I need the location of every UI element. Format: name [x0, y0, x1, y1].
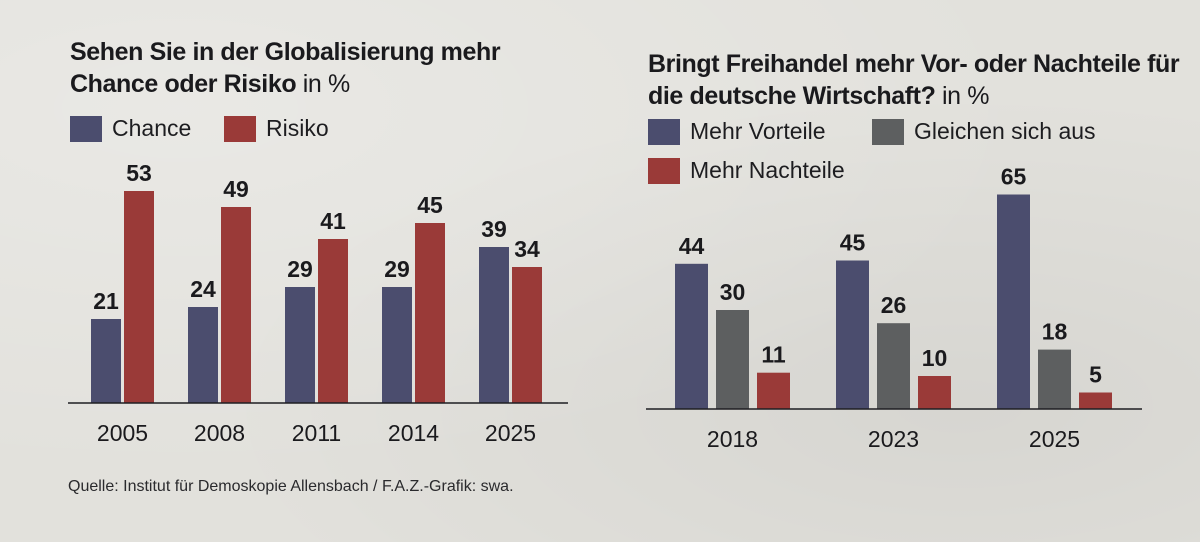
bar-gleichen-sich-aus-2023 [877, 323, 910, 409]
bar-risiko-2014 [415, 223, 445, 403]
bar-gleichen-sich-aus-2025 [1038, 349, 1071, 409]
legend-nachteile-swatch [648, 157, 680, 184]
data-label-risiko-2014: 45 [417, 192, 443, 218]
data-label-risiko-2011: 41 [320, 208, 346, 234]
bar-mehr-vorteile-2025 [997, 194, 1030, 409]
right-bar-chart: 44 30 11 2018 45 26 10 2023 65 18 5 2025 [646, 164, 1142, 452]
left-title-unit: in % [296, 70, 350, 98]
left-title-main: Sehen Sie in der Globalisierung mehr Cha… [70, 38, 501, 98]
bar-chance-2025 [479, 247, 509, 403]
bar-mehr-nachteile-2018 [757, 372, 790, 409]
data-label-chance-2011: 29 [287, 256, 313, 282]
bar-risiko-2008 [221, 207, 251, 403]
x-tick-label-2011: 2011 [292, 420, 341, 446]
legend-gleichen-swatch [872, 118, 904, 145]
data-label-risiko-2025: 34 [514, 236, 540, 262]
x-tick-label-2023: 2023 [868, 426, 919, 452]
legend-risiko-label: Risiko [266, 115, 329, 141]
legend-chance: Chance [70, 115, 191, 142]
data-label-risiko-2005: 53 [126, 160, 152, 186]
bar-chance-2005 [91, 319, 121, 403]
data-label-mehr-nachteile-2025: 5 [1089, 362, 1102, 388]
left-chart-panel: Sehen Sie in der Globalisierung mehr Cha… [68, 36, 570, 495]
legend-risiko-swatch [224, 115, 256, 142]
data-label-chance-2008: 24 [190, 276, 216, 302]
data-label-mehr-vorteile-2023: 45 [840, 230, 866, 256]
right-chart-panel: Bringt Freihandel mehr Vor- oder Nachtei… [600, 0, 1200, 542]
legend-vorteile-swatch [648, 118, 680, 145]
x-tick-label-2025: 2025 [485, 420, 536, 446]
legend-mehr-nachteile: Mehr Nachteile [648, 157, 845, 184]
bar-chance-2008 [188, 307, 218, 403]
legend-chance-swatch [70, 115, 102, 142]
source-note: Quelle: Institut für Demoskopie Allensba… [68, 478, 514, 495]
bar-risiko-2011 [318, 239, 348, 403]
x-tick-label-2014: 2014 [388, 420, 439, 446]
x-tick-label-2025: 2025 [1029, 426, 1080, 452]
data-label-gleichen-sich-aus-2018: 30 [720, 279, 746, 305]
right-title-main: Bringt Freihandel mehr Vor- oder Nachtei… [648, 50, 1180, 110]
bar-risiko-2025 [512, 267, 542, 403]
x-tick-label-2008: 2008 [194, 420, 245, 446]
bar-chance-2011 [285, 287, 315, 403]
legend-gleichen-sich-aus: Gleichen sich aus [872, 118, 1096, 145]
left-bar-chart: 21 53 2005 24 49 2008 29 41 2011 29 45 2014 39 34 2025 [68, 160, 568, 446]
bar-chance-2014 [382, 287, 412, 403]
bar-mehr-nachteile-2023 [918, 376, 951, 409]
legend-gleichen-label: Gleichen sich aus [914, 118, 1096, 144]
bar-mehr-nachteile-2025 [1079, 392, 1112, 409]
bar-gleichen-sich-aus-2018 [716, 310, 749, 409]
legend-risiko: Risiko [224, 115, 329, 142]
bar-mehr-vorteile-2023 [836, 260, 869, 409]
data-label-mehr-nachteile-2023: 10 [922, 345, 948, 371]
data-label-chance-2025: 39 [481, 216, 507, 242]
right-chart-title: Bringt Freihandel mehr Vor- oder Nachtei… [648, 48, 1188, 112]
data-label-risiko-2008: 49 [223, 176, 249, 202]
legend-chance-label: Chance [112, 115, 192, 141]
data-label-chance-2005: 21 [93, 288, 119, 314]
data-label-mehr-vorteile-2025: 65 [1001, 164, 1027, 190]
data-label-mehr-nachteile-2018: 11 [761, 342, 786, 368]
data-label-gleichen-sich-aus-2023: 26 [881, 292, 907, 318]
x-tick-label-2018: 2018 [707, 426, 758, 452]
legend-vorteile-label: Mehr Vorteile [690, 118, 826, 144]
legend-nachteile-label: Mehr Nachteile [690, 157, 845, 183]
left-chart-title: Sehen Sie in der Globalisierung mehr Cha… [70, 36, 570, 100]
bar-risiko-2005 [124, 191, 154, 403]
bar-mehr-vorteile-2018 [675, 263, 708, 409]
legend-mehr-vorteile: Mehr Vorteile [648, 118, 826, 145]
data-label-gleichen-sich-aus-2025: 18 [1042, 319, 1068, 345]
data-label-chance-2014: 29 [384, 256, 410, 282]
right-title-unit: in % [935, 82, 990, 110]
data-label-mehr-vorteile-2018: 44 [679, 233, 705, 259]
x-tick-label-2005: 2005 [97, 420, 148, 446]
